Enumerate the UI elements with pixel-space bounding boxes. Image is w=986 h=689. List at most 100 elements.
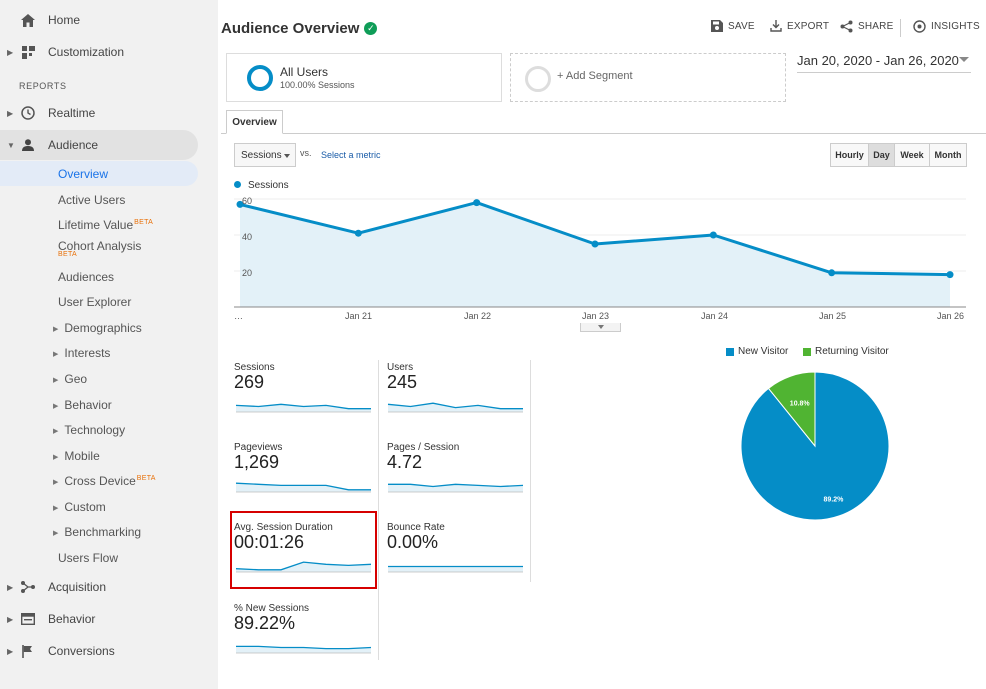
granularity-week[interactable]: Week <box>894 143 930 167</box>
clock-icon <box>20 105 36 121</box>
nav-behavior[interactable]: ▶ Behavior <box>0 604 198 634</box>
flag-icon <box>20 643 36 659</box>
y-tick-label: 20 <box>242 268 253 278</box>
date-range-picker[interactable]: Jan 20, 2020 - Jan 26, 2020 <box>797 53 971 73</box>
beta-badge: BETA <box>58 251 77 258</box>
legend-swatch <box>803 347 811 356</box>
caret-right-icon: ▶ <box>7 646 14 656</box>
nav-benchmarking-label: Benchmarking <box>64 525 142 539</box>
caret-right-icon: ▶ <box>53 479 59 486</box>
caret-right-icon: ▶ <box>53 377 59 384</box>
pie-label-new-visitor: 89.2% <box>824 496 845 503</box>
nav-demographics[interactable]: ▶ Demographics <box>53 321 142 335</box>
nav-realtime-label: Realtime <box>48 106 96 120</box>
nav-technology[interactable]: ▶ Technology <box>53 423 125 437</box>
pie-label-returning-visitor: 10.8% <box>790 401 811 408</box>
nav-interests[interactable]: ▶ Interests <box>53 346 110 360</box>
dropdown-arrow-icon <box>959 57 969 62</box>
share-button[interactable]: SHARE <box>840 20 893 33</box>
metric-value: 0.00% <box>387 532 439 552</box>
sparkline <box>236 645 372 650</box>
export-button[interactable]: EXPORT <box>770 20 829 32</box>
metric-value: 4.72 <box>387 452 423 472</box>
person-icon <box>20 137 36 153</box>
insights-button[interactable]: INSIGHTS <box>913 20 980 33</box>
nav-lifetime-value[interactable]: Lifetime ValueBETA <box>58 218 153 232</box>
nav-conversions-label: Conversions <box>48 644 115 658</box>
y-tick-label: 40 <box>242 232 253 242</box>
metric-value: 269 <box>234 372 265 392</box>
caret-right-icon: ▶ <box>53 530 59 537</box>
beta-badge: BETA <box>136 475 156 482</box>
highlight-box <box>230 511 377 589</box>
nav-home-label: Home <box>48 13 81 27</box>
segment-ring-icon <box>247 65 273 91</box>
nav-audience-label: Audience <box>48 138 99 152</box>
select-metric-link[interactable]: Select a metric <box>321 150 381 160</box>
tab-bar-line <box>221 133 986 134</box>
page-title-text: Audience Overview <box>221 20 360 37</box>
sparkline <box>235 403 371 410</box>
dropdown-arrow-icon <box>284 154 290 158</box>
nav-benchmarking[interactable]: ▶ Benchmarking <box>53 525 141 539</box>
nav-custom-label: Custom <box>64 500 106 514</box>
sessions-area <box>240 202 950 307</box>
sparkline-area <box>236 646 371 653</box>
save-button[interactable]: SAVE <box>711 20 755 32</box>
caret-right-icon: ▶ <box>53 326 59 333</box>
behavior-window-icon <box>20 611 36 627</box>
x-tick-label: Jan 26 <box>937 311 965 321</box>
granularity-month[interactable]: Month <box>929 143 967 167</box>
nav-behavior-label: Behavior <box>48 612 96 626</box>
metric-select[interactable]: Sessions <box>234 143 296 167</box>
nav-cohort-analysis[interactable]: Cohort Analysis <box>58 239 142 253</box>
nav-geo[interactable]: ▶ Geo <box>53 372 87 386</box>
add-segment-label: + Add Segment <box>557 70 633 82</box>
nav-active-users[interactable]: Active Users <box>58 193 126 207</box>
caret-right-icon: ▶ <box>7 47 14 57</box>
legend-swatch <box>726 347 734 356</box>
nav-customization-label: Customization <box>48 45 125 59</box>
nav-cross-device[interactable]: ▶ Cross DeviceBETA <box>53 474 156 488</box>
sessions-point <box>709 231 717 239</box>
nav-custom[interactable]: ▶ Custom <box>53 500 106 514</box>
pie-legend-new-visitor: New Visitor <box>726 346 788 357</box>
add-segment-button[interactable]: + Add Segment <box>510 53 786 102</box>
chart-collapse-toggle[interactable] <box>580 323 621 332</box>
nav-users-flow[interactable]: Users Flow <box>58 551 119 565</box>
sessions-legend-swatch <box>234 181 241 188</box>
metric-value: 00:01:26 <box>234 532 305 552</box>
granularity-day[interactable]: Day <box>868 143 895 167</box>
header-divider <box>900 19 901 37</box>
nav-acquisition[interactable]: ▶ Acquisition <box>0 572 198 602</box>
acquisition-icon <box>20 579 36 595</box>
nav-audience-behavior[interactable]: ▶ Behavior <box>53 398 112 412</box>
metric-value: 1,269 <box>234 452 280 472</box>
nav-audience[interactable]: ▼ Audience <box>0 130 198 160</box>
segment-all-users[interactable]: All Users 100.00% Sessions <box>226 53 502 102</box>
x-tick-label: Jan 24 <box>701 311 729 321</box>
nav-user-explorer[interactable]: User Explorer <box>58 295 132 309</box>
nav-mobile-label: Mobile <box>64 449 100 463</box>
tab-overview[interactable]: Overview <box>226 110 283 134</box>
nav-customization[interactable]: ▶ Customization <box>0 37 198 67</box>
home-icon <box>20 12 36 28</box>
export-label: EXPORT <box>787 20 830 32</box>
card-divider <box>378 360 379 660</box>
save-icon <box>711 20 723 32</box>
metric-label: Avg. Session Duration <box>234 522 333 533</box>
nav-conversions[interactable]: ▶ Conversions <box>0 636 198 666</box>
x-tick-label: Jan 22 <box>464 311 492 321</box>
nav-audience-overview[interactable]: Overview <box>0 161 198 186</box>
nav-audiences[interactable]: Audiences <box>58 270 115 284</box>
nav-home[interactable]: Home <box>0 5 198 35</box>
page-title: Audience Overview ✓ <box>221 20 378 37</box>
metric-label: Pageviews <box>234 442 283 453</box>
nav-realtime[interactable]: ▶ Realtime <box>0 98 198 128</box>
nav-mobile[interactable]: ▶ Mobile <box>53 449 100 463</box>
caret-right-icon: ▶ <box>53 403 59 410</box>
metric-label: Sessions <box>234 362 275 373</box>
nav-acquisition-label: Acquisition <box>48 580 107 594</box>
granularity-hourly[interactable]: Hourly <box>830 143 869 167</box>
